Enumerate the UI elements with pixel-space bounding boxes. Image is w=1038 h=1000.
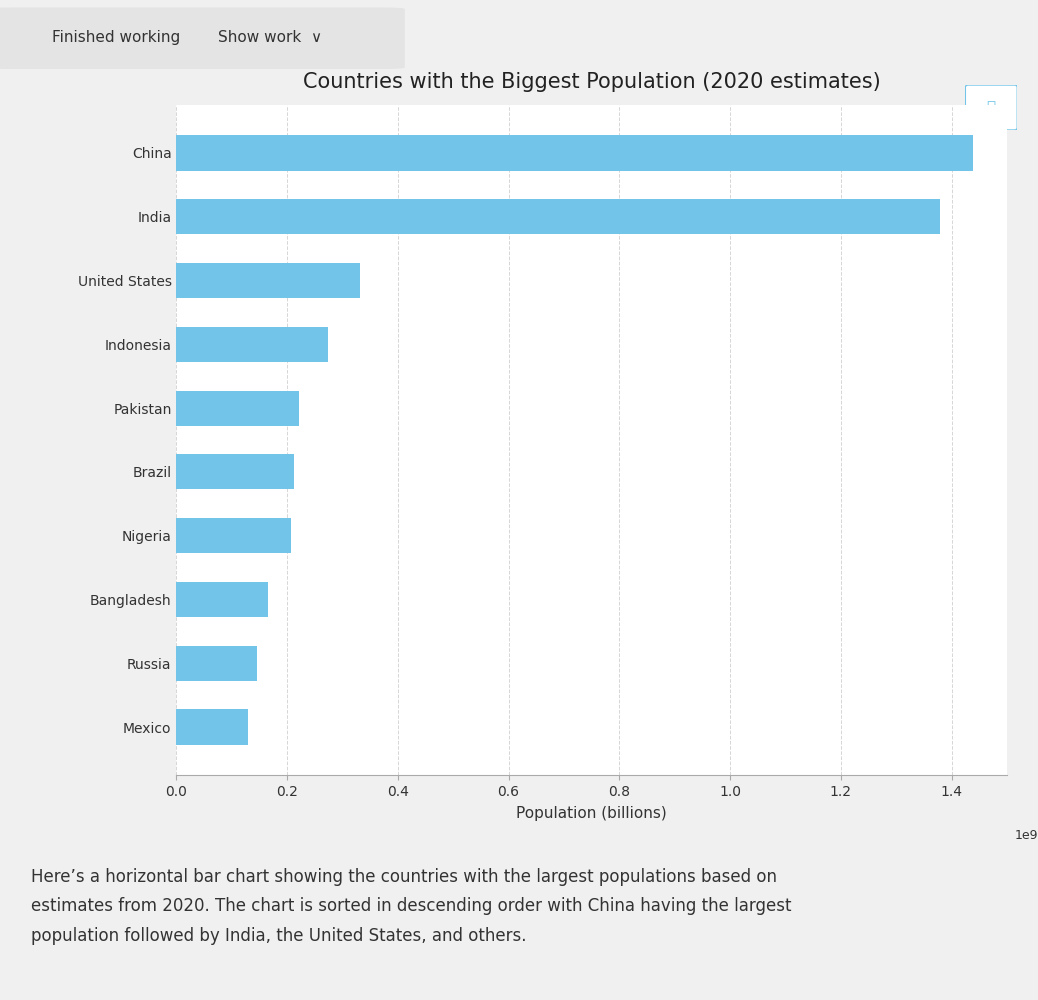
X-axis label: Population (billions): Population (billions) — [516, 806, 667, 821]
Bar — [176, 646, 257, 681]
Title: Countries with the Biggest Population (2020 estimates): Countries with the Biggest Population (2… — [303, 72, 880, 92]
FancyBboxPatch shape — [0, 7, 405, 69]
Bar — [176, 391, 299, 426]
Text: Show work  ∨: Show work ∨ — [218, 30, 322, 45]
Text: Here’s a horizontal bar chart showing the countries with the largest populations: Here’s a horizontal bar chart showing th… — [31, 868, 792, 945]
Text: 1e9: 1e9 — [1015, 829, 1038, 842]
Text: Finished working: Finished working — [52, 30, 181, 45]
Bar — [176, 582, 268, 617]
Bar — [176, 327, 328, 362]
Bar — [176, 263, 360, 298]
Bar — [176, 518, 291, 553]
Bar — [176, 135, 974, 171]
Bar — [176, 454, 294, 489]
FancyBboxPatch shape — [965, 85, 1017, 130]
Bar — [176, 709, 248, 745]
Text: ⛶: ⛶ — [987, 100, 995, 115]
Bar — [176, 199, 940, 234]
